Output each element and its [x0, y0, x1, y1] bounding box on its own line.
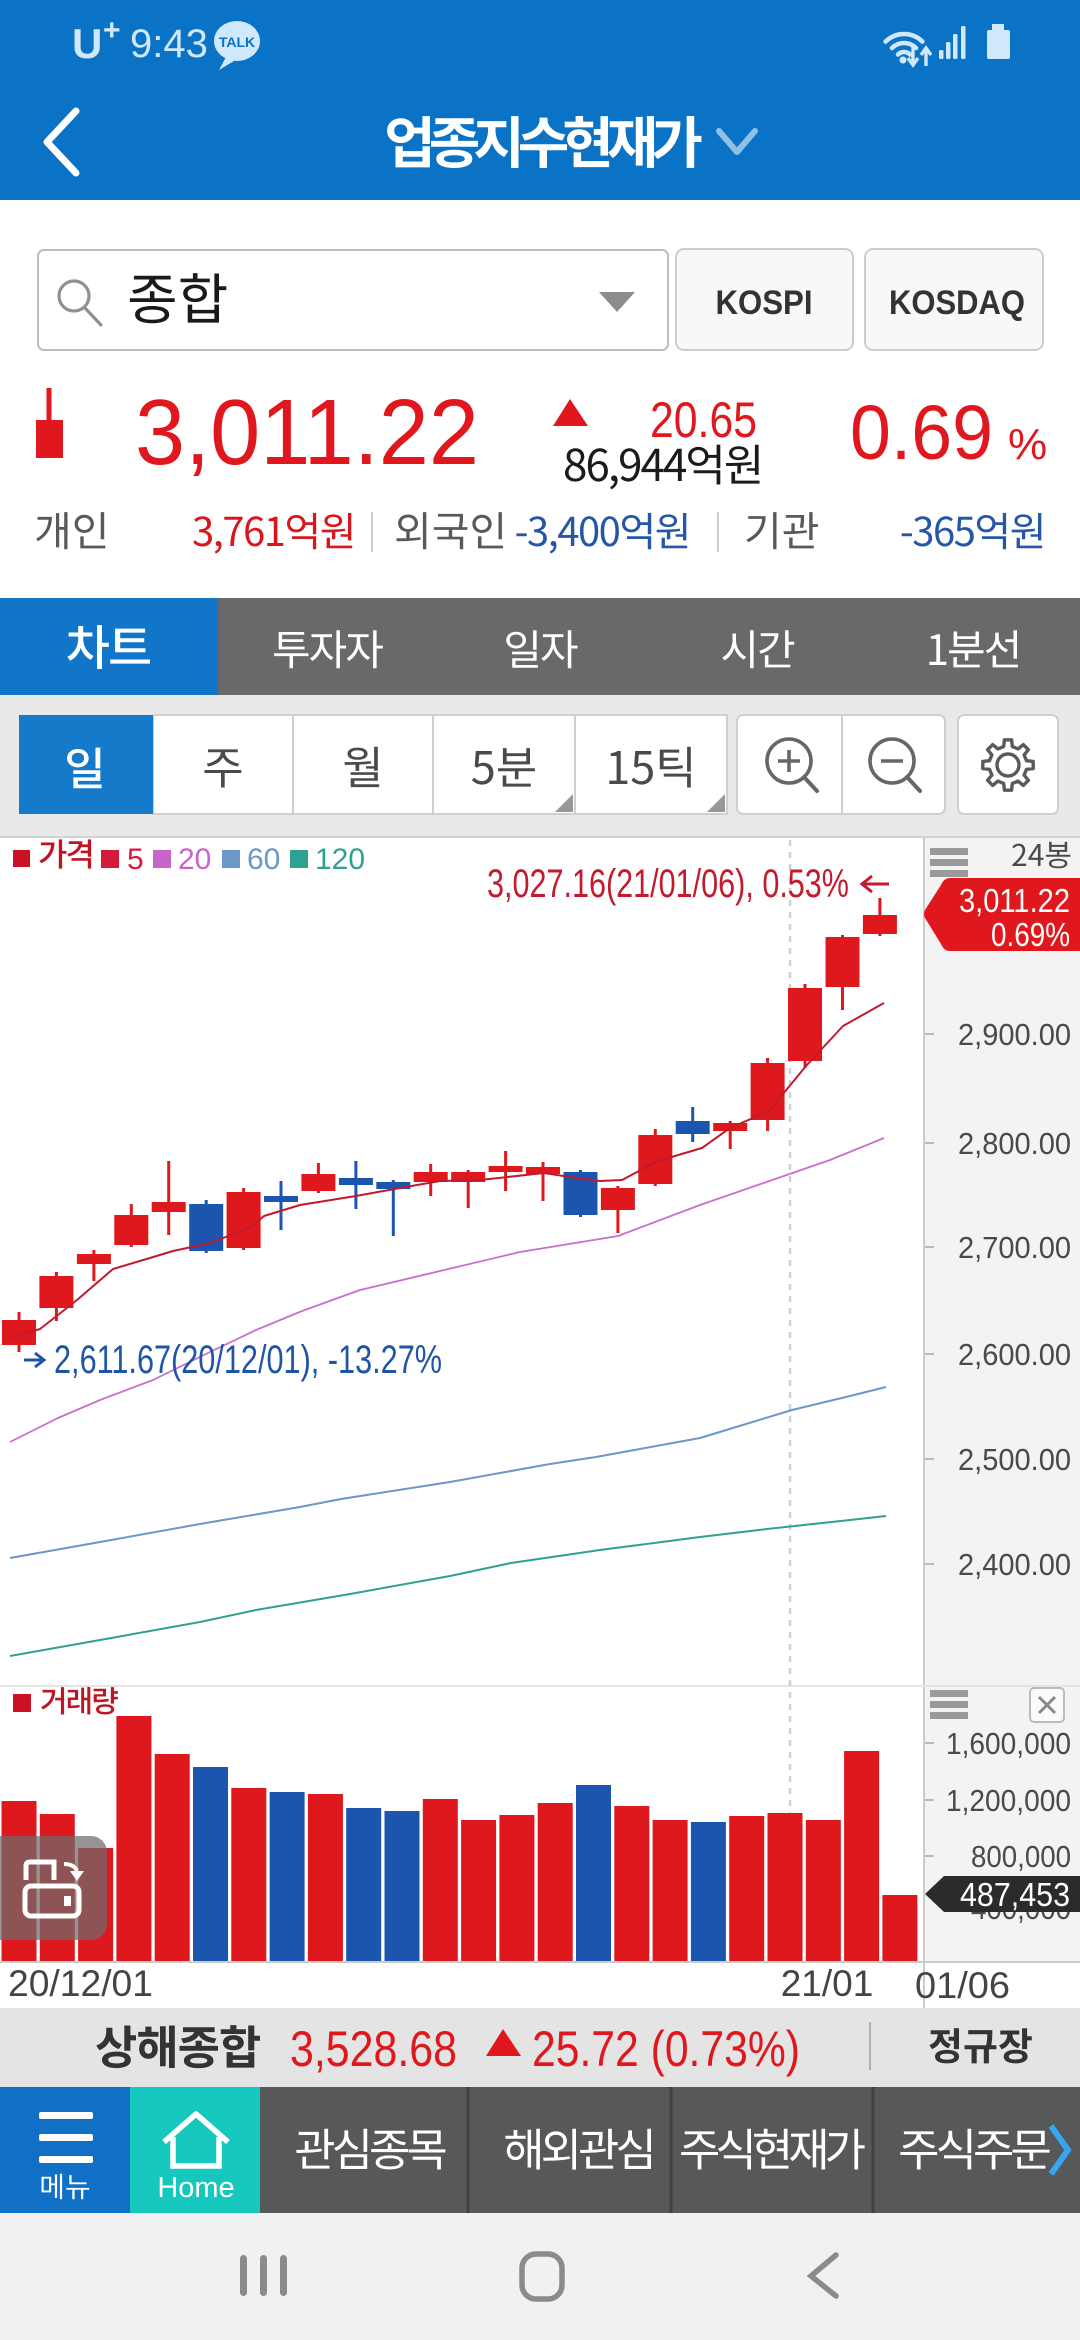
- svg-text:2,800.00: 2,800.00: [958, 1126, 1071, 1161]
- svg-text:25.72 (0.73%): 25.72 (0.73%): [532, 2021, 800, 2077]
- svg-text:U: U: [72, 20, 102, 67]
- svg-text:20: 20: [178, 843, 211, 876]
- svg-text:800,000: 800,000: [971, 1839, 1071, 1874]
- svg-text:01/06: 01/06: [915, 1965, 1010, 2006]
- svg-text:3,027.16(21/01/06), 0.53%: 3,027.16(21/01/06), 0.53%: [487, 862, 849, 906]
- svg-text:2,700.00: 2,700.00: [958, 1230, 1071, 1265]
- svg-text:60: 60: [247, 843, 280, 876]
- svg-text:1,600,000: 1,600,000: [946, 1726, 1071, 1761]
- svg-text:9:43: 9:43: [130, 22, 208, 66]
- svg-text:20.65: 20.65: [650, 392, 757, 448]
- svg-text:120: 120: [315, 843, 365, 876]
- svg-text:487,453: 487,453: [960, 1876, 1070, 1913]
- svg-text:2,600.00: 2,600.00: [958, 1337, 1071, 1372]
- svg-text:3,528.68: 3,528.68: [290, 2021, 457, 2077]
- svg-text:3,011.22: 3,011.22: [135, 380, 479, 484]
- svg-text:2,611.67(20/12/01), -13.27%: 2,611.67(20/12/01), -13.27%: [54, 1338, 442, 1382]
- svg-text:5: 5: [127, 843, 144, 876]
- svg-text:KOSPI: KOSPI: [716, 284, 813, 322]
- svg-text:2,400.00: 2,400.00: [958, 1547, 1071, 1582]
- svg-text:3,011.22: 3,011.22: [959, 882, 1070, 919]
- svg-text:0.69: 0.69: [850, 390, 993, 476]
- svg-text:%: %: [1008, 420, 1047, 469]
- svg-text:+: +: [103, 14, 121, 47]
- svg-text:1,200,000: 1,200,000: [946, 1783, 1071, 1818]
- svg-text:KOSDAQ: KOSDAQ: [889, 284, 1025, 322]
- svg-text:TALK: TALK: [219, 34, 255, 50]
- svg-text:20/12/01: 20/12/01: [8, 1963, 153, 2004]
- svg-text:2,900.00: 2,900.00: [958, 1017, 1071, 1052]
- svg-text:Home: Home: [157, 2172, 234, 2204]
- svg-text:21/01: 21/01: [781, 1963, 874, 2004]
- svg-text:0.69%: 0.69%: [991, 916, 1070, 953]
- svg-text:2,500.00: 2,500.00: [958, 1442, 1071, 1477]
